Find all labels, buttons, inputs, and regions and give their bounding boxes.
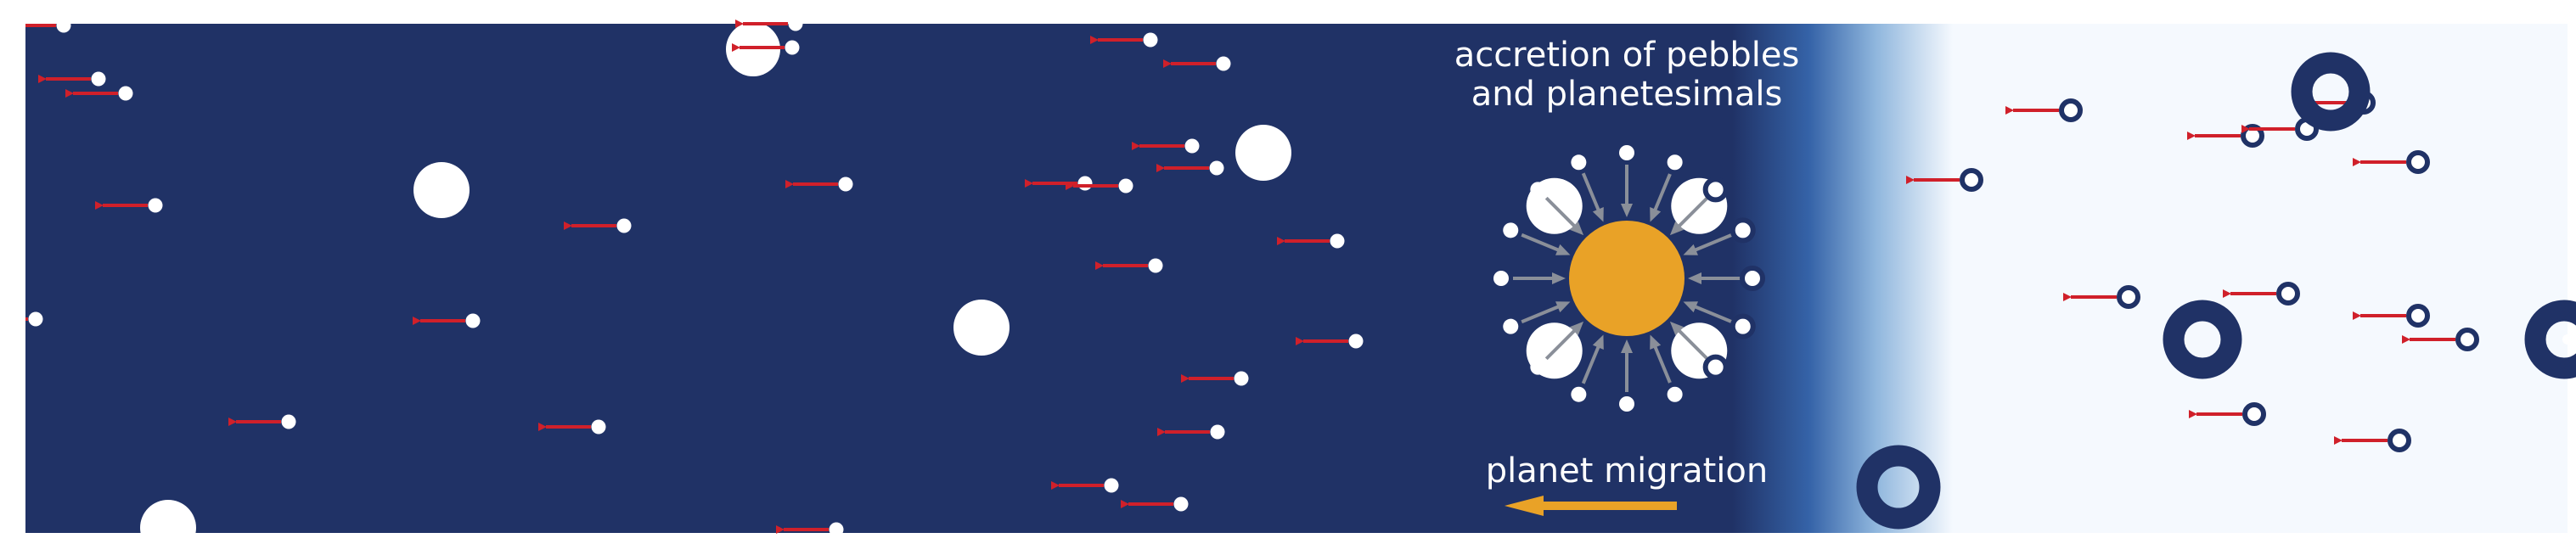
pebble [1348,334,1364,349]
pebble [1209,160,1224,176]
pebble [788,16,803,31]
accretion-arrowhead-icon [1669,321,1685,336]
accretion-arrow-icon [1521,233,1565,255]
planetesimal [413,162,470,218]
icy-pebble [2388,429,2411,452]
icy-pebble [2117,285,2140,309]
disk-bodies [25,16,2576,555]
icy-planetesimal [2163,300,2242,379]
pebble [1143,32,1158,48]
accretion-arrowhead-icon [1669,221,1685,236]
icy-planetesimal [1856,445,1941,530]
accretion-arrow-icon [1689,233,1733,255]
icy-pebble [1960,168,1983,192]
accreting-icy-pebble [1702,177,1729,203]
icy-pebble [2406,150,2430,174]
accretion-arrow-icon [1689,302,1733,324]
pebble [56,18,71,33]
accretion-arrow-icon [1673,325,1709,361]
planetesimal [140,500,196,555]
accreting-pebble [1503,318,1519,334]
accreting-pebble [1571,386,1587,402]
icy-planetesimal [2524,300,2576,379]
migration-arrow-icon [1505,496,1677,516]
accretion-arrow-icon [1544,196,1580,232]
pebble [838,177,853,192]
accreting-icy-pebble [1662,149,1688,176]
accreting-pebble [1503,222,1519,238]
icy-pebble [2406,304,2430,328]
accretion-arrow-icon [1673,196,1709,232]
planetesimal [953,300,1010,356]
accretion-arrowhead-icon [1683,244,1698,255]
accretion-arrow-icon [1581,340,1603,384]
accreting-icy-pebble [1740,266,1765,291]
inner-disk-region [25,24,1732,533]
outer-disk-region [1953,24,2568,533]
pebble [1216,56,1231,71]
pebble [1104,478,1119,493]
accreting-pebble [1619,145,1634,160]
pebble [91,71,106,87]
pebble [1234,371,1249,386]
pebble [1330,233,1345,249]
pebble [28,311,43,327]
accretion-arrowhead-icon [1621,204,1633,217]
accretion-arrowhead-icon [1650,207,1662,222]
accreting-icy-pebble [1730,313,1756,339]
accretion-arrowhead-icon [1592,334,1604,350]
pebble [616,218,632,233]
accretion-arrowhead-icon [1621,339,1633,353]
accreting-pebble [1619,396,1634,412]
accreting-icy-pebble [1662,381,1688,407]
accretion-arrowhead-icon [1569,221,1584,236]
accreting-icy-pebble [1702,354,1729,380]
accretion-label-line1: accretion of pebbles [1454,36,1800,75]
snowline-transition [1732,24,1953,533]
accreting-icy-pebble [1730,217,1756,244]
pebble [785,40,800,55]
pebble [465,313,481,328]
icy-planetesimal-core [2562,334,2573,345]
accreting-pebble [1571,154,1587,171]
icy-pebble [2455,328,2479,351]
accretion-arrow-icon [1651,172,1673,216]
accretion-arrowhead-icon [1552,272,1566,284]
accretion-arrow-icon [1544,325,1580,361]
accretion-label-line2: and planetesimals [1471,75,1783,114]
accretion-arrowhead-icon [1650,334,1662,350]
pebble [1184,138,1200,154]
accretion-arrowhead-icon [1683,301,1698,313]
icy-pebble [2242,402,2266,426]
pebble [1173,496,1189,512]
planet [1569,221,1685,336]
pebble [1118,178,1133,193]
pebble [148,198,163,213]
icy-pebble [2059,98,2083,122]
pebble [281,414,296,429]
icy-planetesimal [2291,52,2371,132]
pebble [591,419,606,434]
icy-pebble [2276,282,2300,306]
accretion-arrowhead-icon [1555,301,1571,313]
planetesimal [1235,125,1291,181]
accretion-arrowhead-icon [1592,207,1604,222]
migration-label: planet migration [1486,451,1768,491]
accretion-arrow-icon [1581,172,1603,216]
accretion-arrowhead-icon [1569,321,1584,336]
accreting-pebble [1530,359,1546,375]
pebble [1210,424,1225,440]
accreting-pebble [1530,182,1546,198]
pebble [1148,258,1163,273]
accretion-arrow-icon [1521,302,1565,324]
accretion-arrow-icon [1651,340,1673,384]
accretion-arrowhead-icon [1688,272,1701,284]
pebble [118,86,133,101]
accreting-pebble [1493,271,1509,286]
accretion-arrowhead-icon [1555,244,1571,255]
pebble [829,522,844,537]
pebble [1077,176,1093,191]
